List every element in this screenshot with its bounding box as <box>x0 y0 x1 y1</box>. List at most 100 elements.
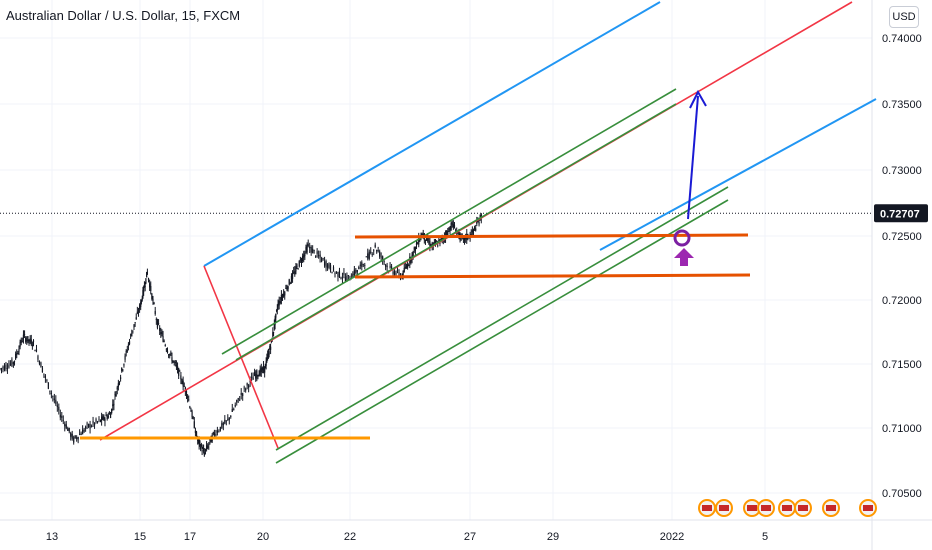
candle-body <box>237 398 239 400</box>
candle-body <box>165 349 167 351</box>
candle-body <box>429 241 431 247</box>
candle-body <box>319 254 321 258</box>
pitchfork-upper-line[interactable] <box>203 1 661 267</box>
candle-body <box>221 422 223 429</box>
candle-body <box>347 275 349 276</box>
candle-body <box>154 311 156 314</box>
candle-body <box>325 261 327 268</box>
candle-body <box>127 344 130 346</box>
candle-body <box>191 411 193 418</box>
candle-body <box>267 355 269 356</box>
projection-arrow-head[interactable] <box>689 89 707 109</box>
candle-body <box>296 265 298 267</box>
candle-body <box>298 260 300 267</box>
candle-body <box>404 267 406 268</box>
candle-body <box>169 353 171 356</box>
candle-body <box>212 432 214 434</box>
candle-body <box>370 251 372 253</box>
candle-body <box>280 294 282 301</box>
y-tick-label: 0.73000 <box>882 165 922 177</box>
candle-body <box>421 233 423 236</box>
candle-body <box>138 305 141 309</box>
candle-body <box>270 346 272 350</box>
candle-body <box>472 229 475 232</box>
candle-body <box>341 277 344 279</box>
candle-body <box>446 230 448 236</box>
candle-body <box>64 423 66 427</box>
candle-body <box>338 270 341 278</box>
candle-body <box>134 322 136 323</box>
candle-body <box>101 416 103 421</box>
candle-body <box>413 247 415 250</box>
candle-body <box>125 350 127 353</box>
candle-body <box>471 230 473 233</box>
candle-body <box>424 239 427 241</box>
candle-body <box>59 414 61 418</box>
candle-body <box>382 256 384 260</box>
projection-arrow-shaft[interactable] <box>687 95 699 220</box>
y-tick-label: 0.70500 <box>882 488 922 500</box>
candle-body <box>145 278 147 284</box>
candle-body <box>29 338 31 342</box>
green-channel-upper-2[interactable] <box>235 103 677 361</box>
candle-body <box>405 266 408 268</box>
candle-body <box>256 370 258 377</box>
candle-body <box>276 308 278 311</box>
candle-body <box>307 244 309 247</box>
candle-body <box>8 365 10 368</box>
candle-body <box>380 256 382 258</box>
candle-body <box>3 365 6 371</box>
candle-body <box>285 287 287 289</box>
candle-body <box>260 367 262 373</box>
candle-body <box>248 385 250 388</box>
candle-body <box>108 413 111 415</box>
candle-body <box>178 368 180 376</box>
candle-body <box>264 364 266 369</box>
candle-body <box>50 393 52 394</box>
pitchfork-lower-line[interactable] <box>599 98 877 251</box>
candle-body <box>140 302 142 308</box>
candle-body <box>228 417 230 420</box>
candle-body <box>393 271 396 275</box>
candle-body <box>316 251 318 254</box>
candle-body <box>213 432 215 436</box>
candle-body <box>128 341 131 345</box>
circle-marker[interactable] <box>673 229 691 247</box>
candle-body <box>402 270 404 277</box>
candle-body <box>90 426 93 427</box>
candle-body <box>173 361 175 363</box>
support-range-line[interactable] <box>354 273 751 279</box>
green-channel-lower-2[interactable] <box>275 199 729 464</box>
candle-body <box>203 452 205 456</box>
candle-body <box>76 437 78 440</box>
candle-body <box>117 383 119 387</box>
candle-body <box>293 271 295 273</box>
candle-body <box>174 361 176 364</box>
candle-body <box>361 262 363 267</box>
candle-body <box>290 275 293 282</box>
candle-body <box>21 341 23 343</box>
candle-body <box>355 269 357 274</box>
candle-body <box>266 357 268 362</box>
candle-body <box>450 223 452 230</box>
candle-body <box>326 264 329 268</box>
candle-body <box>312 248 314 254</box>
up-arrow-marker[interactable] <box>674 248 694 266</box>
candle-body <box>93 422 96 426</box>
candle-body <box>53 398 55 400</box>
candle-body <box>71 433 73 439</box>
green-channel-lower-1[interactable] <box>275 186 729 451</box>
candle-body <box>236 400 238 403</box>
green-channel-upper-1[interactable] <box>221 88 677 355</box>
candle-body <box>358 267 360 270</box>
candle-body <box>92 420 94 424</box>
candle-body <box>264 366 266 373</box>
candle-body <box>272 331 275 333</box>
candle-body <box>32 340 35 342</box>
x-tick-label: 2022 <box>660 531 684 543</box>
resistance-range-line[interactable] <box>354 233 749 239</box>
candle-body <box>368 251 370 259</box>
candle-body <box>164 345 166 346</box>
currency-button[interactable]: USD <box>889 6 919 28</box>
